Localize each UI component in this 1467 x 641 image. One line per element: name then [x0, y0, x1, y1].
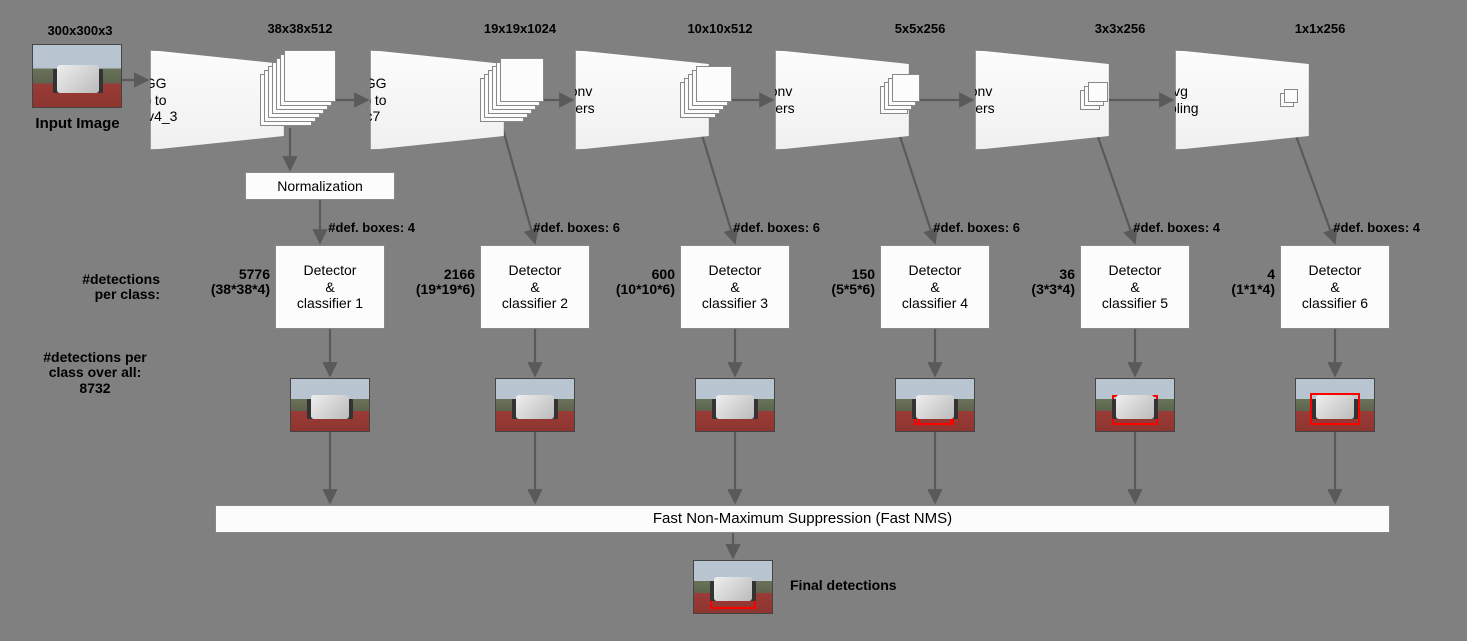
detector-box-0: Detector & classifier 1	[275, 245, 385, 329]
detector-label: Detector & classifier 4	[902, 262, 968, 312]
final-label: Final detections	[790, 578, 950, 593]
detector-box-5: Detector & classifier 6	[1280, 245, 1390, 329]
stage-block-label: Avg pooling	[1153, 83, 1198, 117]
def-boxes-label-5: #def. boxes: 4	[1200, 221, 1420, 235]
count-label-1: 2166(19*19*6)	[390, 267, 475, 298]
fm-dims-label-4: 3x3x256	[1060, 22, 1180, 36]
fm-dims-label-0: 38x38x512	[240, 22, 360, 36]
detector-box-2: Detector & classifier 3	[680, 245, 790, 329]
result-thumb-2	[695, 378, 775, 432]
fm-dims-label-5: 1x1x256	[1260, 22, 1380, 36]
input-caption: Input Image	[20, 116, 135, 133]
nms-box: Fast Non-Maximum Suppression (Fast NMS)	[215, 505, 1390, 533]
def-boxes-label-1: #def. boxes: 6	[400, 221, 620, 235]
count-label-4: 36(3*3*4)	[990, 267, 1075, 298]
per-class-label: #detections per class:	[20, 272, 160, 303]
detection-redbox	[1310, 393, 1360, 425]
detector-box-1: Detector & classifier 2	[480, 245, 590, 329]
final-redbox	[710, 581, 756, 609]
result-thumb-4	[1095, 378, 1175, 432]
count-label-2: 600(10*10*6)	[590, 267, 675, 298]
final-thumb	[693, 560, 773, 614]
result-thumb-3	[895, 378, 975, 432]
def-boxes-label-2: #def. boxes: 6	[600, 221, 820, 235]
stage-block-label: Conv layers	[757, 83, 794, 117]
stage-block-label: VGG up to fc7	[355, 75, 386, 125]
fm-dims-label-1: 19x19x1024	[460, 22, 580, 36]
def-boxes-label-3: #def. boxes: 6	[800, 221, 1020, 235]
result-thumb-1	[495, 378, 575, 432]
nms-label: Fast Non-Maximum Suppression (Fast NMS)	[653, 510, 952, 528]
result-thumb-0	[290, 378, 370, 432]
detector-label: Detector & classifier 6	[1302, 262, 1368, 312]
detector-label: Detector & classifier 3	[702, 262, 768, 312]
detector-box-3: Detector & classifier 4	[880, 245, 990, 329]
detection-redbox	[1112, 395, 1158, 425]
def-boxes-label-4: #def. boxes: 4	[1000, 221, 1220, 235]
fm-dims-label-3: 5x5x256	[860, 22, 980, 36]
count-label-5: 4(1*1*4)	[1190, 267, 1275, 298]
detector-label: Detector & classifier 2	[502, 262, 568, 312]
count-label-0: 5776(38*38*4)	[185, 267, 270, 298]
detector-label: Detector & classifier 1	[297, 262, 363, 312]
detector-label: Detector & classifier 5	[1102, 262, 1168, 312]
stage-block-label: Conv layers	[557, 83, 594, 117]
normalization-box: Normalization	[245, 172, 395, 200]
fm-dims-label-2: 10x10x512	[660, 22, 780, 36]
overall-label: #detections per class over all: 8732	[10, 350, 180, 396]
detector-box-4: Detector & classifier 5	[1080, 245, 1190, 329]
stage-block-label: Conv layers	[957, 83, 994, 117]
detection-redbox	[918, 397, 952, 425]
normalization-label: Normalization	[277, 178, 363, 195]
result-thumb-5	[1295, 378, 1375, 432]
input-image	[32, 44, 122, 108]
stage-block-5: Avg pooling	[1175, 50, 1324, 150]
def-boxes-label-0: #def. boxes: 4	[195, 221, 415, 235]
input-dims-label: 300x300x3	[30, 24, 130, 38]
count-label-3: 150(5*5*6)	[790, 267, 875, 298]
